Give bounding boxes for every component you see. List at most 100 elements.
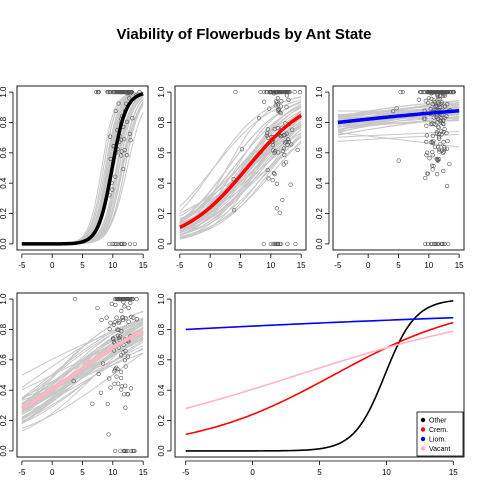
- data-point: [285, 89, 290, 95]
- data-point: [113, 89, 118, 95]
- y-axis: 0.0 0.2 0.4 0.6 0.8 1.0: [315, 86, 330, 249]
- data-point: [286, 137, 291, 142]
- y-tick-label: 0.8: [157, 323, 166, 335]
- x-tick-label: 10: [424, 261, 433, 270]
- data-point: [124, 119, 130, 124]
- data-point: [123, 448, 128, 454]
- data-point: [426, 96, 431, 101]
- data-point: [265, 131, 270, 136]
- data-point: [98, 390, 104, 395]
- data-point: [256, 116, 262, 121]
- data-point: [116, 335, 122, 341]
- data-point: [284, 160, 289, 165]
- data-point: [278, 133, 284, 139]
- legend-label: Vacant: [429, 446, 450, 453]
- data-point: [285, 241, 290, 247]
- y-tick-label: 0.2: [157, 207, 166, 219]
- data-point: [398, 89, 403, 95]
- data-point: [441, 130, 446, 135]
- plot-frame: [16, 292, 149, 458]
- data-point: [432, 241, 437, 247]
- data-point: [430, 153, 435, 158]
- y-tick-label: 1.0: [315, 86, 324, 98]
- data-point: [431, 89, 436, 95]
- series-line-vacant: [185, 330, 454, 410]
- data-point: [274, 181, 280, 186]
- data-point: [265, 127, 271, 132]
- data-point: [438, 89, 443, 95]
- data-point: [425, 171, 430, 176]
- data-point: [275, 102, 280, 107]
- data-point: [292, 89, 297, 95]
- data-point: [432, 100, 437, 105]
- data-point: [123, 316, 128, 321]
- x-tick-label: 15: [297, 261, 306, 270]
- data-point: [265, 167, 270, 173]
- panel-vacant: -5 0 5 10 15 0.0 0.2 0.4 0.6 0.8 1.0: [0, 292, 149, 477]
- data-point: [433, 104, 438, 109]
- data-point: [112, 381, 117, 386]
- data-point: [267, 89, 272, 95]
- data-point: [113, 302, 118, 307]
- data-point: [110, 187, 115, 192]
- y-tick-label: 0.6: [0, 147, 8, 159]
- data-point: [125, 354, 130, 359]
- band-curve: [337, 132, 460, 148]
- data-point: [286, 139, 292, 145]
- data-point: [284, 105, 289, 110]
- data-point: [130, 296, 135, 302]
- data-point: [279, 241, 284, 247]
- data-point: [442, 89, 447, 95]
- data-point: [437, 136, 442, 141]
- band-curve: [21, 99, 144, 245]
- data-point: [288, 182, 293, 187]
- legend-label: Crem.: [429, 427, 448, 434]
- y-tick-label: 0.2: [157, 414, 166, 426]
- legend-marker: [420, 427, 426, 432]
- data-point: [436, 96, 441, 102]
- data-point: [119, 308, 124, 314]
- x-tick-label: 5: [80, 468, 85, 477]
- data-point: [295, 147, 300, 152]
- legend-label: Other: [429, 418, 447, 425]
- data-point: [116, 296, 121, 302]
- data-point: [267, 106, 272, 111]
- data-point: [118, 153, 124, 158]
- band-curve: [21, 96, 144, 245]
- data-point: [438, 142, 443, 147]
- x-tick-label: 0: [250, 468, 255, 477]
- band-curve: [21, 347, 144, 415]
- data-point: [232, 208, 237, 213]
- band-curve: [21, 96, 144, 245]
- band-curve: [337, 119, 460, 128]
- data-point: [127, 96, 132, 101]
- data-point: [112, 320, 117, 325]
- data-point: [271, 241, 276, 247]
- data-point: [126, 305, 131, 310]
- data-point: [127, 131, 132, 136]
- data-point: [122, 358, 128, 363]
- data-point: [435, 120, 440, 125]
- data-point: [111, 322, 116, 327]
- plot-frame: [332, 85, 465, 251]
- data-point: [95, 305, 100, 311]
- data-point: [444, 131, 449, 136]
- data-point: [438, 101, 444, 107]
- data-point: [436, 135, 442, 140]
- band-curve: [179, 134, 302, 236]
- data-point: [441, 140, 446, 145]
- data-point: [440, 89, 445, 95]
- legend-marker: [420, 417, 426, 423]
- data-point: [115, 333, 120, 338]
- band-curve: [21, 96, 144, 245]
- data-point: [239, 147, 245, 152]
- data-point: [424, 139, 429, 145]
- band-curve: [179, 140, 302, 238]
- data-point: [277, 210, 282, 215]
- data-point: [424, 153, 429, 158]
- x-axis: -5 0 5 10 15: [334, 253, 464, 270]
- data-point: [128, 138, 133, 143]
- data-point: [276, 241, 281, 247]
- data-point: [273, 99, 279, 104]
